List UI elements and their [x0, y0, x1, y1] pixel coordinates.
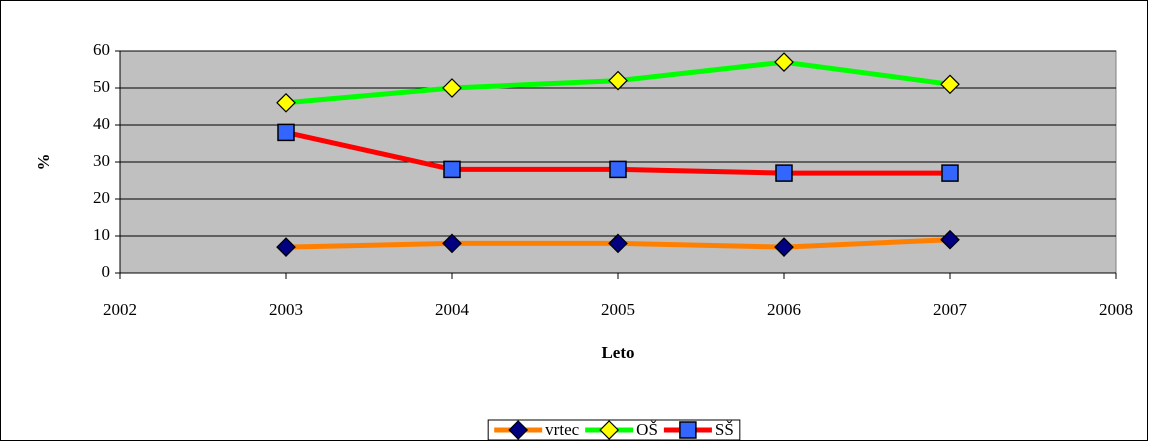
- x-tick-label: 2004: [435, 300, 470, 319]
- x-tick-label: 2005: [601, 300, 635, 319]
- data-point: [774, 237, 794, 257]
- y-axis-label: %: [34, 154, 53, 171]
- data-point: [940, 229, 960, 250]
- legend-marker: [679, 421, 697, 439]
- data-point: [276, 92, 296, 113]
- data-point: [442, 78, 462, 98]
- data-point: [276, 237, 296, 257]
- x-tick-label: 2003: [269, 300, 303, 319]
- data-point: [277, 123, 295, 142]
- legend-label: vrtec: [545, 420, 579, 439]
- x-tick-label: 2002: [103, 300, 137, 319]
- y-tick-label: 20: [93, 188, 110, 207]
- data-point: [608, 70, 628, 91]
- y-tick-label: 50: [93, 77, 110, 96]
- data-point: [609, 160, 627, 179]
- data-point: [443, 160, 461, 179]
- x-tick-label: 2008: [1099, 300, 1133, 319]
- data-point: [774, 52, 794, 72]
- data-point: [941, 164, 959, 182]
- data-point: [442, 233, 462, 254]
- y-tick-label: 10: [93, 225, 110, 244]
- legend-marker: [508, 420, 529, 440]
- x-tick-label: 2007: [933, 300, 968, 319]
- legend-label: OŠ: [636, 420, 658, 439]
- y-tick-label: 60: [93, 40, 110, 59]
- data-point: [940, 74, 960, 95]
- legend-marker: [599, 420, 620, 440]
- data-point: [775, 164, 793, 182]
- data-point: [608, 233, 628, 254]
- y-tick-label: 40: [93, 114, 110, 133]
- y-tick-label: 30: [93, 151, 110, 170]
- y-tick-label: 0: [102, 262, 111, 281]
- x-axis-label: Leto: [601, 343, 634, 362]
- x-tick-label: 2006: [767, 300, 801, 319]
- legend-label: SŠ: [715, 420, 734, 439]
